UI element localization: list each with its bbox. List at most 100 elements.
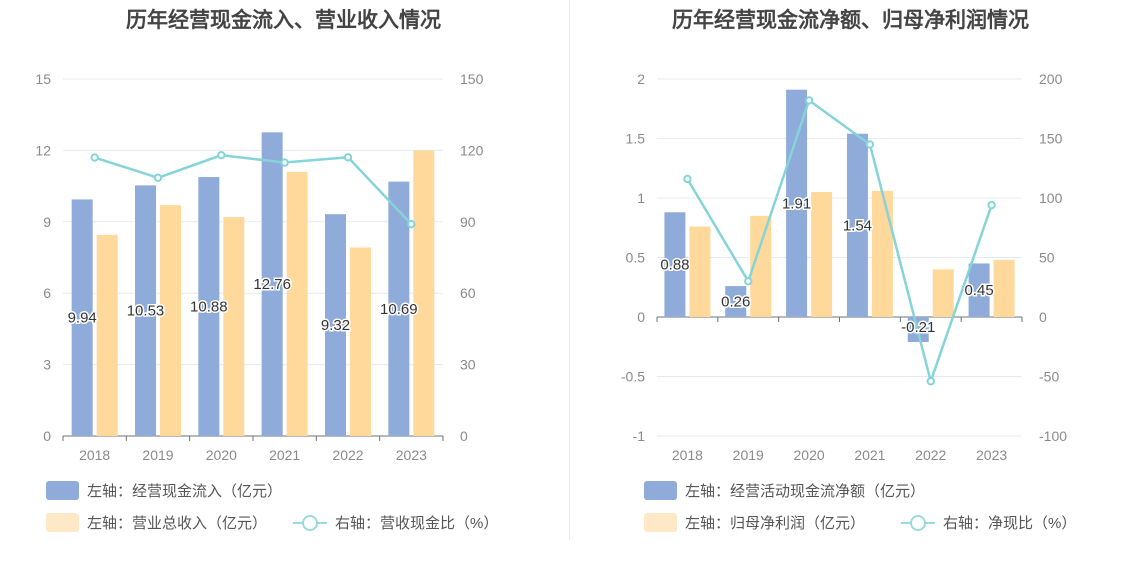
legend-label: 左轴：经营活动现金流净额（亿元）	[685, 483, 926, 500]
right-axis-tick-label: 90	[460, 214, 476, 230]
bar-data-label: 0.45	[964, 282, 993, 299]
legend-label: 右轴：净现比（%）	[943, 515, 1077, 532]
legend-line-icon	[901, 514, 935, 532]
legend-label: 右轴：营收现金比（%）	[335, 515, 499, 532]
bar-data-label: 12.76	[253, 276, 291, 293]
x-axis-tick-label: 2022	[915, 447, 946, 463]
bar-data-label: 0.26	[721, 294, 750, 311]
left-axis-tick-label: -0.5	[621, 369, 645, 385]
x-axis-tick-label: 2020	[206, 447, 237, 463]
right-axis-tick-label: 150	[1039, 131, 1063, 147]
left-axis-tick-label: 1.5	[626, 131, 646, 147]
legend-item-cash-ratio[interactable]: 右轴：营收现金比（%）	[293, 512, 498, 533]
legend-item-net-profit[interactable]: 左轴：归母净利润（亿元）	[644, 512, 865, 533]
ratio-line	[94, 153, 413, 226]
panel-divider	[569, 0, 570, 540]
left-axis-tick-label: -1	[633, 428, 646, 444]
bar-secondary	[223, 217, 245, 436]
right-axis-tick-label: 120	[460, 142, 484, 158]
bar-data-label: 1.54	[843, 217, 872, 234]
legend-swatch-icon	[644, 513, 677, 532]
bar-secondary	[811, 192, 833, 317]
chart-panel-net-cash: 历年经营现金流净额、归母净利润情况 -1 -100 -0.5 -50 0 0 0.5 50 1 1…	[567, 0, 1134, 582]
bar-secondary	[689, 226, 711, 317]
bar-secondary	[96, 234, 118, 436]
left-axis-tick-label: 9	[43, 214, 51, 230]
ratio-point	[153, 173, 163, 182]
x-axis-tick-label: 2022	[332, 447, 363, 463]
bar-primary	[786, 89, 808, 318]
legend-item-net-cash-ratio[interactable]: 右轴：净现比（%）	[901, 512, 1076, 533]
x-axis-tick-label: 2019	[733, 447, 764, 463]
bar-primary	[725, 286, 747, 317]
bar-secondary	[750, 215, 772, 317]
bar-data-label: -0.21	[901, 319, 935, 336]
ratio-point	[343, 153, 353, 162]
bar-data-label: 1.91	[782, 195, 811, 212]
chart-svg-net-cash: -1 -100 -0.5 -50 0 0 0.5 50 1 100 1.5 150 2 200 2018 20…	[621, 71, 1067, 463]
legend-item-revenue[interactable]: 左轴：营业总收入（亿元）	[46, 512, 267, 533]
ratio-point	[683, 174, 692, 184]
chart-panel-cash-inflow: 历年经营现金流入、营业收入情况 0 0 3 30 6 60 9 90 12 120 15 150 201…	[35, 9, 498, 533]
left-axis-tick-label: 0	[637, 309, 645, 325]
chart-title: 历年经营现金流入、营业收入情况	[126, 9, 441, 32]
x-axis-tick-label: 2020	[794, 447, 825, 463]
legend-line-icon	[293, 514, 327, 532]
right-axis-tick-label: 60	[460, 285, 476, 301]
bar-primary	[664, 212, 686, 317]
ratio-point	[926, 377, 935, 386]
bar-secondary	[160, 205, 181, 436]
legend-swatch-icon	[644, 481, 677, 500]
ratio-point	[407, 219, 416, 229]
bar-secondary	[993, 259, 1015, 317]
legend-label: 左轴：营业总收入（亿元）	[87, 515, 268, 532]
ratio-point	[280, 158, 289, 167]
bar-secondary	[871, 190, 893, 317]
left-axis-tick-label: 15	[35, 71, 51, 87]
bar-primary	[325, 214, 346, 436]
bar-secondary	[286, 171, 308, 436]
right-axis-tick-label: -100	[1039, 428, 1067, 444]
bar-secondary	[350, 247, 371, 436]
left-axis-tick-label: 3	[43, 357, 51, 373]
legend-item-cash-inflow[interactable]: 左轴：经营现金流入（亿元）	[46, 480, 282, 501]
x-axis-tick-label: 2023	[976, 447, 1007, 463]
x-axis-tick-label: 2023	[396, 447, 427, 463]
ratio-point	[987, 200, 996, 210]
ratio-point	[90, 153, 99, 162]
left-axis-tick-label: 6	[43, 285, 51, 301]
right-axis-tick-label: 100	[1039, 190, 1063, 206]
bar-secondary	[932, 269, 954, 317]
bar-data-label: 10.88	[190, 299, 228, 316]
ratio-line	[686, 98, 993, 386]
legend-swatch-icon	[46, 481, 79, 500]
right-axis-tick-label: 30	[460, 357, 476, 373]
right-axis-tick-label: 0	[1039, 309, 1047, 325]
legend-swatch-icon	[46, 513, 79, 532]
bar-primary	[135, 185, 156, 436]
left-axis-tick-label: 0	[43, 428, 51, 444]
left-axis-tick-label: 0.5	[626, 250, 646, 266]
x-axis-tick-label: 2018	[672, 447, 703, 463]
ratio-point	[744, 277, 753, 286]
bar-data-label: 10.69	[380, 301, 418, 318]
left-axis-tick-label: 1	[637, 190, 645, 206]
bar-primary	[198, 177, 220, 436]
left-axis-tick-label: 2	[637, 71, 645, 87]
legend-label: 左轴：经营现金流入（亿元）	[87, 483, 283, 500]
bar-data-label: 0.88	[660, 257, 689, 274]
right-axis-tick-label: 50	[1039, 250, 1055, 266]
legend-item-net-cash[interactable]: 左轴：经营活动现金流净额（亿元）	[644, 480, 925, 501]
ratio-point	[804, 96, 814, 105]
bar-primary	[71, 199, 93, 436]
bar-data-label: 9.94	[68, 310, 97, 327]
x-axis-tick-label: 2021	[269, 447, 300, 463]
bar-data-label: 10.53	[127, 303, 165, 320]
x-axis-tick-label: 2021	[854, 447, 885, 463]
ratio-point	[865, 140, 875, 149]
ratio-point	[217, 150, 226, 160]
bar-primary	[388, 181, 410, 436]
x-axis-tick-label: 2019	[142, 447, 173, 463]
right-axis-tick-label: 150	[460, 71, 484, 87]
legend-label: 左轴：归母净利润（亿元）	[685, 515, 866, 532]
